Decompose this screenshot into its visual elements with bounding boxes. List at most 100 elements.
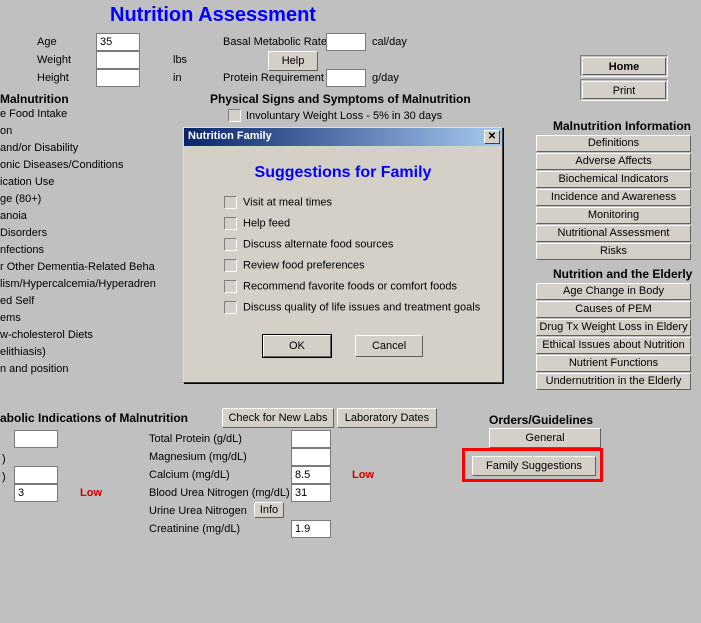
mi-button[interactable]: Biochemical Indicators xyxy=(536,171,691,188)
lab-left-paren-1: ) xyxy=(2,453,6,465)
mi-header: Malnutrition Information xyxy=(553,119,691,133)
print-button[interactable]: Print xyxy=(582,81,666,99)
malnutrition-item: n and position xyxy=(0,363,69,375)
info-button[interactable]: Info xyxy=(254,502,284,518)
malnutrition-item: ed Self xyxy=(0,295,34,307)
malnutrition-item: elithiasis) xyxy=(0,346,46,358)
lab-left-low: Low xyxy=(80,487,102,499)
suggestion-label: Discuss alternate food sources xyxy=(243,238,393,250)
dialog-titlebar: Nutrition Family ✕ xyxy=(184,128,502,146)
lab-dates-button[interactable]: Laboratory Dates xyxy=(337,408,437,428)
lab-row-label: Creatinine (mg/dL) xyxy=(149,523,240,535)
lab-left-paren-2: ) xyxy=(2,471,6,483)
dialog-suggestion-row: Review food preferences xyxy=(224,259,502,275)
dialog-suggestion-row: Discuss quality of life issues and treat… xyxy=(224,301,502,317)
phys-checkbox[interactable] xyxy=(228,109,241,122)
lab-value-input[interactable] xyxy=(291,466,331,484)
page-title: Nutrition Assessment xyxy=(110,4,316,27)
family-suggestions-button[interactable]: Family Suggestions xyxy=(472,456,596,476)
lab-row-label: Calcium (mg/dL) xyxy=(149,469,230,481)
dialog-title-text: Nutrition Family xyxy=(188,130,272,142)
bmr-label: Basal Metabolic Rate xyxy=(223,36,327,48)
ne-button[interactable]: Undernutrition in the Elderly xyxy=(536,373,691,390)
dialog-suggestion-row: Help feed xyxy=(224,217,502,233)
protein-unit: g/day xyxy=(372,72,399,84)
mi-button[interactable]: Monitoring xyxy=(536,207,691,224)
suggestion-checkbox[interactable] xyxy=(224,301,237,314)
orders-header: Orders/Guidelines xyxy=(489,413,593,427)
suggestion-label: Discuss quality of life issues and treat… xyxy=(243,301,480,313)
age-label: Age xyxy=(37,36,57,48)
general-button[interactable]: General xyxy=(489,428,601,448)
ne-button[interactable]: Nutrient Functions xyxy=(536,355,691,372)
lab-left-2[interactable] xyxy=(14,466,58,484)
mi-button[interactable]: Risks xyxy=(536,243,691,260)
height-label: Height xyxy=(37,72,69,84)
cancel-button[interactable]: Cancel xyxy=(355,335,423,357)
suggestion-checkbox[interactable] xyxy=(224,196,237,209)
ne-button[interactable]: Drug Tx Weight Loss in Eldery xyxy=(536,319,691,336)
malnutrition-item: ge (80+) xyxy=(0,193,41,205)
malnutrition-item: lism/Hypercalcemia/Hyperadren xyxy=(0,278,156,290)
close-icon[interactable]: ✕ xyxy=(484,130,500,144)
malnutrition-header: Malnutrition xyxy=(0,92,69,106)
family-highlight: Family Suggestions xyxy=(462,448,603,482)
weight-label: Weight xyxy=(37,54,71,66)
phys-header: Physical Signs and Symptoms of Malnutrit… xyxy=(210,92,471,106)
bmr-unit: cal/day xyxy=(372,36,407,48)
malnutrition-item: Disorders xyxy=(0,227,47,239)
ok-button[interactable]: OK xyxy=(263,335,331,357)
dialog-suggestion-row: Recommend favorite foods or comfort food… xyxy=(224,280,502,296)
mi-button[interactable]: Adverse Affects xyxy=(536,153,691,170)
ne-header: Nutrition and the Elderly xyxy=(553,267,692,281)
bmr-input[interactable] xyxy=(326,33,366,51)
suggestion-label: Recommend favorite foods or comfort food… xyxy=(243,280,457,292)
ne-button[interactable]: Ethical Issues about Nutrition xyxy=(536,337,691,354)
lab-value-input[interactable] xyxy=(291,520,331,538)
malnutrition-item: on xyxy=(0,125,12,137)
malnutrition-item: r Other Dementia-Related Beha xyxy=(0,261,155,273)
suggestion-checkbox[interactable] xyxy=(224,259,237,272)
help-button[interactable]: Help xyxy=(268,51,318,71)
labs-header: abolic Indications of Malnutrition xyxy=(0,411,188,425)
malnutrition-item: anoia xyxy=(0,210,27,222)
lab-value-input[interactable] xyxy=(291,430,331,448)
check-labs-button[interactable]: Check for New Labs xyxy=(222,408,334,428)
malnutrition-item: ication Use xyxy=(0,176,54,188)
ne-button[interactable]: Age Change in Body Composition xyxy=(536,283,691,300)
height-unit: in xyxy=(173,72,182,84)
suggestion-checkbox[interactable] xyxy=(224,238,237,251)
lab-left-3[interactable] xyxy=(14,484,58,502)
malnutrition-item: and/or Disability xyxy=(0,142,78,154)
malnutrition-item: nfections xyxy=(0,244,44,256)
ne-button[interactable]: Causes of PEM xyxy=(536,301,691,318)
mi-button[interactable]: Incidence and Awareness xyxy=(536,189,691,206)
suggestion-checkbox[interactable] xyxy=(224,280,237,293)
dialog-suggestion-row: Discuss alternate food sources xyxy=(224,238,502,254)
protein-input[interactable] xyxy=(326,69,366,87)
lab-flag: Low xyxy=(352,469,374,481)
age-input[interactable] xyxy=(96,33,140,51)
suggestion-label: Review food preferences xyxy=(243,259,365,271)
lab-value-input[interactable] xyxy=(291,448,331,466)
lab-left-1[interactable] xyxy=(14,430,58,448)
lab-value-input[interactable] xyxy=(291,484,331,502)
suggestion-label: Help feed xyxy=(243,217,290,229)
lab-row-label: Total Protein (g/dL) xyxy=(149,433,242,445)
dialog-suggestion-row: Visit at meal times xyxy=(224,196,502,212)
lab-row-label: Blood Urea Nitrogen (mg/dL) xyxy=(149,487,290,499)
weight-unit: lbs xyxy=(173,54,187,66)
weight-input[interactable] xyxy=(96,51,140,69)
malnutrition-item: w-cholesterol Diets xyxy=(0,329,93,341)
height-input[interactable] xyxy=(96,69,140,87)
mi-button[interactable]: Definitions xyxy=(536,135,691,152)
dialog-heading: Suggestions for Family xyxy=(184,164,502,182)
protein-label: Protein Requirement xyxy=(223,72,324,84)
mi-button[interactable]: Nutritional Assessment xyxy=(536,225,691,242)
lab-row-label: Magnesium (mg/dL) xyxy=(149,451,247,463)
suggestion-checkbox[interactable] xyxy=(224,217,237,230)
suggestion-label: Visit at meal times xyxy=(243,196,332,208)
home-button[interactable]: Home xyxy=(582,57,666,75)
phys-item-label: Involuntary Weight Loss - 5% in 30 days xyxy=(246,110,442,122)
nutrition-family-dialog: Nutrition Family ✕ Suggestions for Famil… xyxy=(183,127,503,383)
